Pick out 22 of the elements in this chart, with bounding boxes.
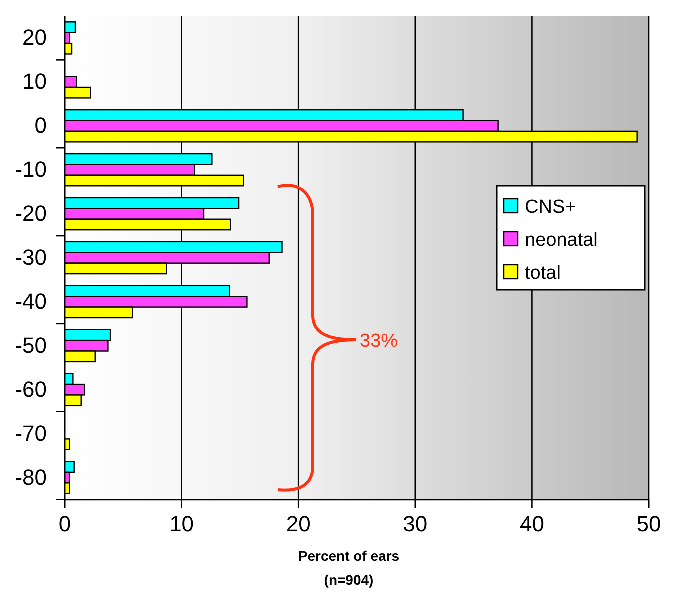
legend-label: neonatal — [525, 230, 598, 251]
y-tick-label: -60 — [15, 376, 47, 402]
x-tick-label: 50 — [636, 512, 662, 537]
x-tick-label: 0 — [58, 512, 72, 537]
y-tick-label: -30 — [15, 245, 47, 270]
y-tick-label: -70 — [15, 420, 47, 446]
x-axis-title: Percent of ears (n=904) — [298, 548, 400, 588]
annotation: 33% — [360, 331, 398, 352]
y-tick-label: -20 — [15, 201, 47, 226]
y-tick-label: 20 — [22, 25, 47, 50]
y-tick-label: 0 — [34, 113, 47, 138]
legend-label: CNS+ — [525, 197, 576, 218]
x-tick-label: 10 — [170, 512, 194, 537]
x-tick-label: 20 — [286, 512, 311, 537]
legend-label: total — [525, 263, 561, 284]
y-tick-label: -50 — [15, 332, 47, 358]
y-tick-label: -40 — [15, 289, 47, 314]
x-tick-label: 40 — [520, 512, 544, 537]
y-tick-label: 10 — [22, 69, 47, 94]
y-tick-label: -10 — [15, 157, 47, 182]
x-tick-label: 30 — [403, 512, 428, 537]
y-tick-label: -80 — [15, 464, 47, 490]
